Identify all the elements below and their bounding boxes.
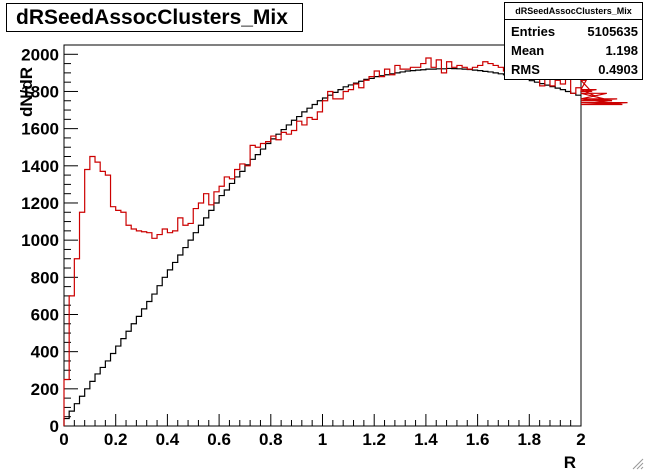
x-tick-label: 1.8 <box>517 430 541 449</box>
stats-mean-label: Mean <box>511 43 545 58</box>
stats-entries-row: Entries 5105635 <box>511 23 638 41</box>
x-tick-label: 1.2 <box>362 430 386 449</box>
x-tick-label: 0.8 <box>259 430 283 449</box>
stats-entries-label: Entries <box>511 24 556 39</box>
stats-mean-value: 1.198 <box>605 43 638 58</box>
title-box: dRSeedAssocClusters_Mix <box>6 3 303 32</box>
y-tick-label: 1800 <box>21 82 59 101</box>
x-tick-label: 0.2 <box>104 430 128 449</box>
y-tick-label: 1400 <box>21 157 59 176</box>
stats-box: dRSeedAssocClusters_Mix Entries 5105635 … <box>504 2 643 80</box>
x-tick-label: 1.4 <box>414 430 438 449</box>
y-tick-label: 1200 <box>21 194 59 213</box>
stats-mean-row: Mean 1.198 <box>511 42 638 60</box>
y-tick-label: 1000 <box>21 231 59 250</box>
stats-rms-label: RMS <box>511 62 540 77</box>
x-tick-label: 0.6 <box>207 430 231 449</box>
y-tick-label: 600 <box>31 305 59 324</box>
y-axis-label: dN/dR <box>17 67 36 117</box>
stats-entries-value: 5105635 <box>587 24 638 39</box>
x-tick-label: 1 <box>318 430 327 449</box>
y-tick-label: 1600 <box>21 120 59 139</box>
y-tick-label: 2000 <box>21 45 59 64</box>
y-tick-label: 400 <box>31 343 59 362</box>
x-tick-label: 0 <box>59 430 68 449</box>
y-tick-label: 800 <box>31 268 59 287</box>
stats-header: dRSeedAssocClusters_Mix <box>505 3 642 20</box>
x-tick-label: 1.6 <box>466 430 490 449</box>
stats-rms-value: 0.4903 <box>598 62 638 77</box>
y-tick-label: 200 <box>31 380 59 399</box>
x-axis-label: R <box>564 453 576 472</box>
stats-rms-row: RMS 0.4903 <box>511 61 638 79</box>
resize-grip-icon[interactable] <box>632 458 644 470</box>
x-tick-label: 0.4 <box>156 430 180 449</box>
y-tick-label: 0 <box>50 417 59 436</box>
x-axis: 0 0.2 0.4 0.6 0.8 1 1.2 1.4 1.6 1.8 2 <box>59 414 586 449</box>
histogram-series-1 <box>63 67 581 426</box>
histogram-title: dRSeedAssocClusters_Mix <box>16 6 288 29</box>
y-axis: 0 200 400 600 800 1000 1200 1400 1600 1800 2000 <box>21 45 78 436</box>
x-tick-label: 2 <box>576 430 585 449</box>
